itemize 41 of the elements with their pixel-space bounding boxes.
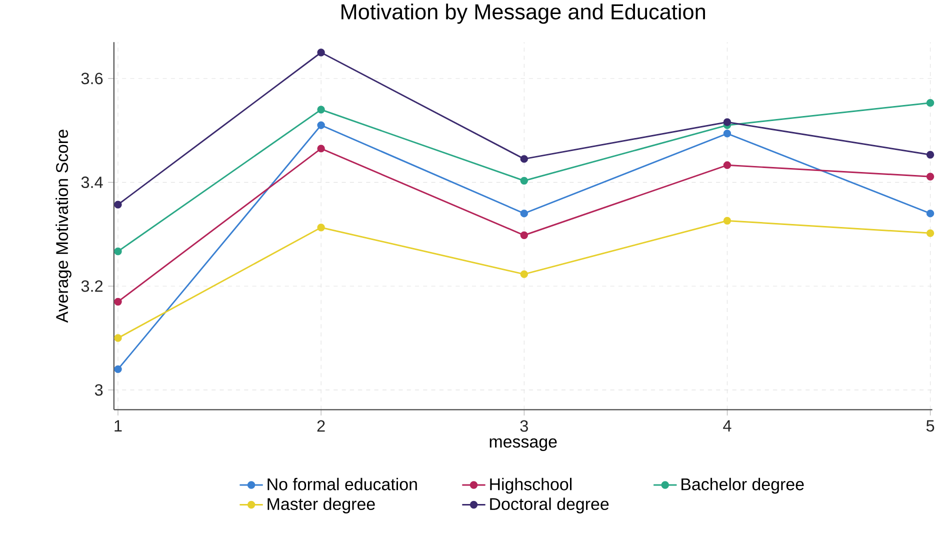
y-tick-label: 3.6 — [81, 72, 103, 84]
x-axis-title: message — [490, 438, 557, 451]
point — [926, 172, 934, 180]
point — [723, 216, 732, 225]
point — [114, 298, 122, 306]
point — [723, 130, 732, 138]
x-tick-label: 1 — [114, 420, 122, 432]
point — [317, 224, 325, 232]
x-tick-label: 2 — [317, 420, 325, 432]
legend-label: Master degree — [268, 498, 375, 514]
point — [926, 229, 934, 237]
chart-title: Motivation by Message and Education — [342, 3, 705, 24]
point — [520, 270, 528, 278]
x-tick-label: 3 — [520, 420, 528, 432]
y-tick-label: 3.2 — [81, 280, 103, 292]
point — [114, 247, 122, 256]
point — [926, 98, 934, 107]
point — [926, 150, 934, 159]
point — [114, 200, 122, 208]
point — [520, 155, 528, 163]
point — [520, 231, 528, 240]
point — [926, 210, 934, 218]
point — [723, 118, 732, 126]
point — [520, 210, 528, 218]
legend-label: Bachelor degree — [682, 478, 804, 494]
point — [317, 121, 325, 129]
point — [317, 48, 325, 56]
x-tick-label: 5 — [926, 420, 934, 432]
legend-label: Highschool — [490, 478, 572, 494]
point — [317, 144, 325, 152]
legend-label: No formal education — [268, 478, 417, 490]
point — [520, 176, 528, 185]
y-tick-label: 3.4 — [81, 176, 103, 188]
legend-label: Doctoral degree — [490, 498, 609, 514]
point — [114, 334, 122, 342]
x-tick-label: 4 — [723, 420, 732, 432]
y-tick-label: 3 — [94, 384, 103, 396]
point — [114, 365, 122, 373]
point — [723, 161, 732, 169]
y-axis-title: Average Motivation Score — [56, 130, 72, 323]
point — [317, 106, 325, 114]
